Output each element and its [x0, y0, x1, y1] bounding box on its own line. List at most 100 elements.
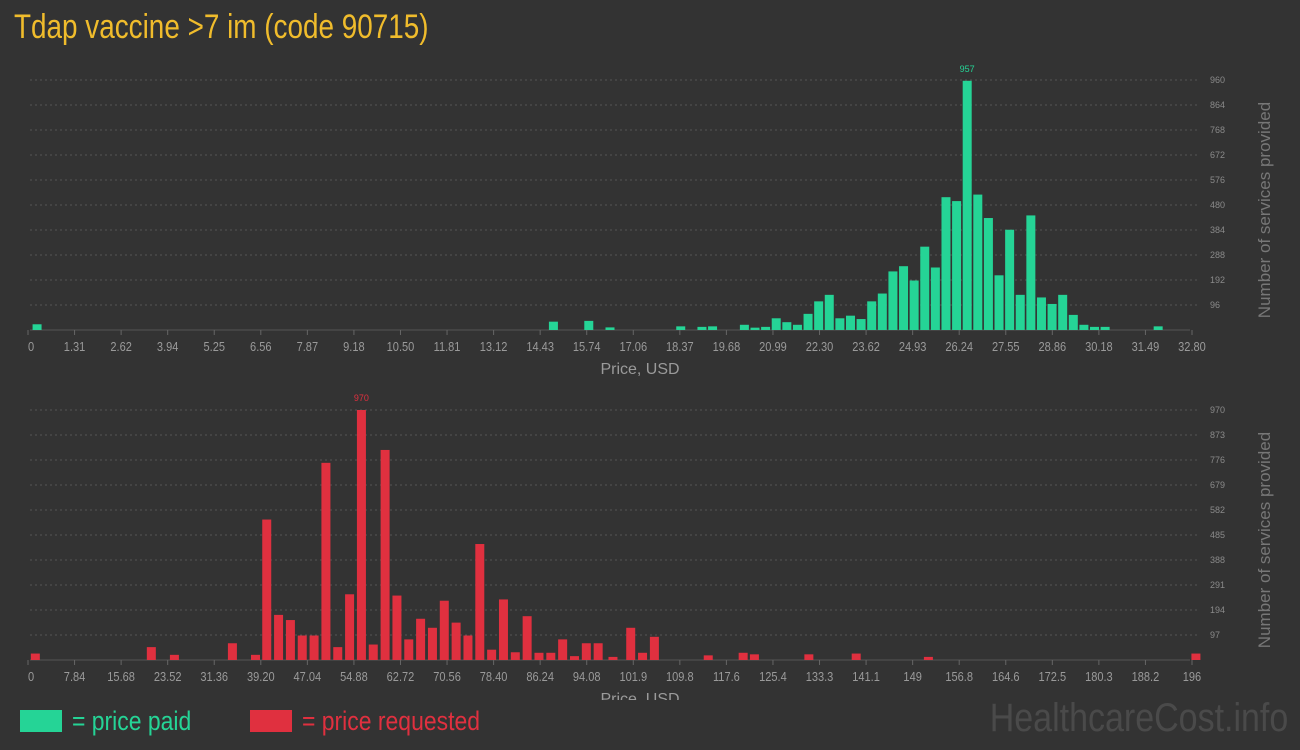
bar [909, 280, 919, 330]
x-tick-label: 26.24 [945, 339, 973, 354]
x-tick-label: 20.99 [759, 339, 787, 354]
bar [851, 653, 861, 660]
x-tick-label: 19.68 [713, 339, 741, 354]
bar [427, 627, 437, 660]
y-tick-label: 576 [1210, 175, 1225, 185]
bar [227, 643, 237, 660]
y-tick-label: 679 [1210, 480, 1225, 490]
x-tick-label: 0 [28, 339, 34, 354]
bar [32, 324, 42, 330]
legend-paid-swatch [20, 710, 62, 732]
x-tick-label: 164.6 [992, 669, 1020, 684]
bar [739, 324, 749, 330]
y-tick-label: 582 [1210, 505, 1225, 515]
bar [30, 653, 40, 660]
x-tick-label: 196 [1183, 669, 1202, 684]
bar [1191, 653, 1201, 660]
bar [1005, 229, 1015, 330]
x-tick-label: 18.37 [666, 339, 694, 354]
x-tick-label: 23.52 [154, 669, 182, 684]
bar [845, 315, 855, 330]
bar [803, 313, 813, 330]
x-tick-label: 2.62 [110, 339, 132, 354]
bar [703, 655, 713, 660]
x-tick-label: 27.55 [992, 339, 1020, 354]
bar [368, 644, 378, 660]
bar [285, 620, 295, 660]
x-tick-label: 39.20 [247, 669, 275, 684]
bar [569, 656, 579, 660]
bar [605, 327, 615, 330]
bar [522, 616, 532, 660]
legend-paid: = price paid [20, 705, 212, 737]
x-tick-label: 15.74 [573, 339, 601, 354]
bar [345, 594, 355, 660]
y-tick-label: 480 [1210, 200, 1225, 210]
x-tick-label: 172.5 [1039, 669, 1067, 684]
bar [250, 654, 260, 660]
bar [835, 318, 845, 330]
x-tick-label: 0 [28, 669, 34, 684]
bar [814, 301, 824, 330]
y-tick-label: 970 [1210, 405, 1225, 415]
y-tick-label: 97 [1210, 630, 1220, 640]
legend-requested-swatch [250, 710, 292, 732]
peak-data-label: 970 [354, 393, 369, 403]
bar [771, 318, 781, 330]
bar [782, 322, 792, 330]
x-tick-label: 32.80 [1178, 339, 1206, 354]
y-tick-label: 672 [1210, 150, 1225, 160]
x-tick-label: 101.9 [619, 669, 647, 684]
bar [392, 595, 402, 660]
bar [1015, 294, 1025, 330]
bar [697, 326, 707, 330]
bar [404, 639, 414, 660]
x-tick-label: 54.88 [340, 669, 368, 684]
y-tick-label: 873 [1210, 430, 1225, 440]
x-tick-label: 188.2 [1132, 669, 1160, 684]
y-axis-label: Number of services provided [1255, 102, 1274, 318]
x-axis-label: Price, USD [600, 691, 679, 700]
x-tick-label: 86.24 [526, 669, 554, 684]
x-tick-label: 10.50 [387, 339, 415, 354]
y-axis-label: Number of services provided [1255, 432, 1274, 648]
bar [649, 636, 659, 660]
watermark: HealthcareCost.info [989, 696, 1288, 740]
y-tick-label: 768 [1210, 125, 1225, 135]
bar [309, 635, 319, 660]
bar [356, 410, 366, 660]
legend-requested: = price requested [250, 705, 511, 737]
bar [262, 519, 272, 660]
y-tick-label: 776 [1210, 455, 1225, 465]
y-tick-label: 291 [1210, 580, 1225, 590]
bar [534, 652, 544, 660]
x-tick-label: 94.08 [573, 669, 601, 684]
bar [952, 201, 962, 330]
y-tick-label: 194 [1210, 605, 1225, 615]
x-tick-label: 17.06 [619, 339, 647, 354]
bar [749, 654, 759, 660]
bar [792, 324, 802, 330]
bar [738, 652, 748, 660]
x-tick-label: 22.30 [806, 339, 834, 354]
y-tick-label: 96 [1210, 300, 1220, 310]
x-tick-label: 156.8 [945, 669, 973, 684]
bar [983, 218, 993, 330]
bar [877, 293, 887, 330]
y-tick-label: 864 [1210, 100, 1225, 110]
x-tick-label: 5.25 [203, 339, 225, 354]
bar [626, 627, 636, 660]
legend-requested-label: = price requested [302, 705, 480, 736]
bar [380, 449, 390, 660]
bar [708, 326, 718, 330]
y-tick-label: 288 [1210, 250, 1225, 260]
bar [1026, 215, 1036, 330]
bar [1153, 326, 1163, 330]
x-tick-label: 70.56 [433, 669, 461, 684]
bar [888, 271, 898, 330]
legend-paid-label: = price paid [72, 705, 192, 736]
x-tick-label: 31.49 [1132, 339, 1160, 354]
x-tick-label: 15.68 [107, 669, 135, 684]
x-tick-label: 9.18 [343, 339, 365, 354]
x-axis-label: Price, USD [600, 361, 679, 378]
